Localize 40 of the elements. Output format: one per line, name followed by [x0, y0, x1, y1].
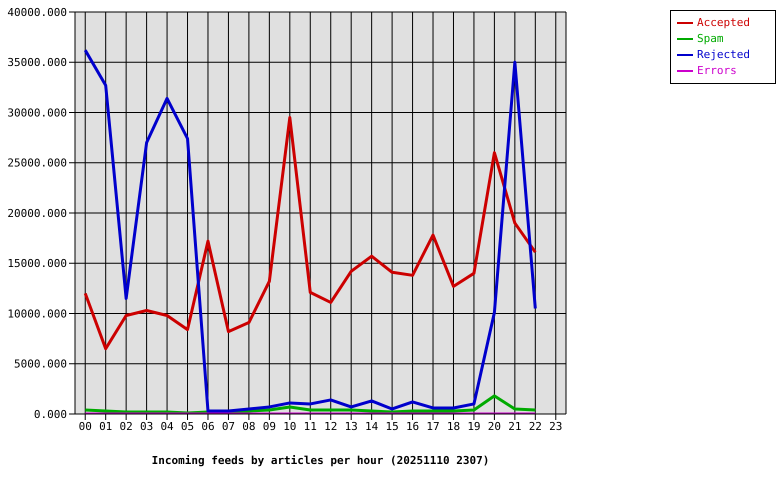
x-axis-title: Incoming feeds by articles per hour (20251110 2307) — [152, 454, 490, 467]
x-tick-label: 03 — [140, 420, 154, 433]
x-tick-label: 09 — [262, 420, 276, 433]
y-tick-label: 35000.000 — [7, 56, 67, 70]
legend-label: Spam — [697, 32, 724, 46]
legend-label: Rejected — [697, 48, 750, 62]
x-tick-label: 02 — [120, 420, 133, 433]
legend-label: Errors — [697, 64, 737, 78]
x-tick-label: 13 — [344, 420, 358, 433]
x-tick-label: 16 — [406, 420, 420, 433]
x-tick-label: 10 — [283, 420, 296, 433]
x-tick-label: 15 — [385, 420, 399, 433]
y-tick-label: 0.000 — [34, 408, 67, 421]
x-tick-label: 17 — [426, 420, 440, 433]
x-tick-label: 23 — [549, 420, 562, 433]
x-tick-label: 20 — [488, 420, 502, 433]
x-tick-label: 14 — [365, 420, 379, 433]
x-tick-label: 06 — [201, 420, 215, 433]
y-tick-label: 15000.000 — [7, 257, 67, 270]
x-tick-label: 12 — [324, 420, 338, 433]
x-tick-label: 21 — [508, 420, 522, 433]
x-tick-label: 05 — [180, 420, 194, 433]
x-tick-label: 00 — [78, 420, 92, 433]
x-tick-label: 01 — [99, 420, 112, 433]
y-tick-label: 40000.000 — [7, 6, 67, 19]
y-tick-label: 10000.000 — [7, 307, 67, 320]
line-series — [84, 116, 537, 350]
x-tick-label: 22 — [528, 420, 542, 433]
line-series — [84, 48, 537, 412]
x-tick-label: 04 — [160, 420, 174, 433]
y-tick-label: 20000.000 — [7, 206, 67, 220]
x-tick-label: 11 — [304, 420, 317, 433]
x-tick-label: 07 — [222, 420, 236, 433]
x-tick-label: 08 — [242, 420, 256, 433]
y-tick-label: 25000.000 — [7, 156, 67, 170]
y-tick-label: 5000.000 — [14, 358, 67, 371]
y-tick-label: 30000.000 — [7, 106, 67, 120]
x-tick-label: 18 — [446, 420, 460, 433]
legend-label: Accepted — [697, 16, 750, 30]
x-tick-label: 19 — [467, 420, 481, 433]
